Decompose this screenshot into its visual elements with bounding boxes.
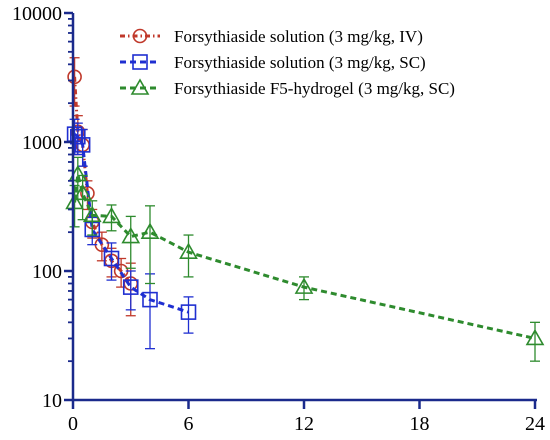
legend-item-0: Forsythiaside solution (3 mg/kg, IV) (120, 27, 423, 46)
legend-marker (132, 54, 148, 70)
series-line (73, 174, 536, 340)
data-point (179, 242, 198, 259)
data-point (73, 183, 93, 201)
legend-label: Forsythiaside solution (3 mg/kg, SC) (174, 53, 426, 72)
y-tick-label: 1000 (22, 132, 62, 154)
legend-marker (130, 78, 150, 95)
data-point (67, 69, 82, 85)
data-point (142, 291, 158, 308)
x-tick-label: 18 (410, 413, 430, 435)
x-tick-label: 24 (525, 413, 545, 435)
x-tick-label: 0 (68, 413, 78, 435)
y-tick-label: 100 (32, 261, 62, 283)
data-point (103, 250, 120, 267)
data-point (122, 279, 139, 295)
data-point (70, 128, 86, 145)
data-point (82, 205, 102, 223)
y-tick-label: 10 (42, 390, 62, 412)
x-tick-label: 6 (184, 413, 194, 435)
data-point (294, 277, 314, 294)
axes-layer: 10 100 1000 10000 0 6 12 18 24 (12, 3, 545, 435)
legend: Forsythiaside solution (3 mg/kg, IV) Fors… (120, 27, 455, 98)
data-point (65, 192, 84, 210)
series-layer (65, 57, 545, 362)
data-point (66, 126, 83, 142)
data-point (74, 137, 91, 153)
series-2 (65, 156, 545, 362)
x-tick-label: 12 (294, 413, 314, 435)
legend-item-2: Forsythiaside F5-hydrogel (3 mg/kg, SC) (120, 78, 455, 98)
data-point (140, 222, 160, 239)
y-tick-label: 10000 (12, 3, 62, 25)
legend-label: Forsythiaside F5-hydrogel (3 mg/kg, SC) (174, 79, 455, 98)
legend-marker (132, 28, 148, 44)
legend-item-1: Forsythiaside solution (3 mg/kg, SC) (120, 53, 426, 72)
series-1 (66, 118, 197, 350)
series-0 (67, 57, 139, 317)
data-point (121, 226, 141, 244)
data-point (525, 328, 545, 346)
legend-label: Forsythiaside solution (3 mg/kg, IV) (174, 27, 423, 46)
data-point (102, 206, 121, 224)
data-point (180, 304, 197, 320)
